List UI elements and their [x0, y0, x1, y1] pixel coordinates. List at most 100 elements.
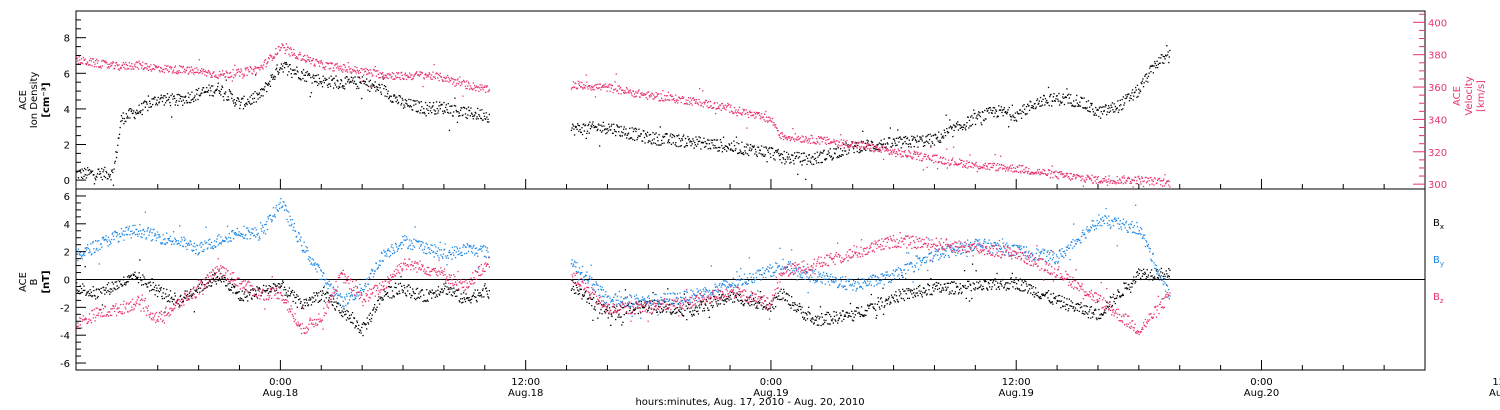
data-point — [1117, 289, 1119, 291]
data-point — [941, 289, 943, 291]
data-point — [976, 165, 978, 167]
data-point — [1160, 184, 1162, 186]
data-point — [101, 167, 103, 170]
data-point — [361, 80, 363, 82]
data-point — [652, 98, 654, 100]
data-point — [383, 77, 386, 79]
data-point — [1090, 102, 1092, 105]
data-point — [96, 288, 98, 290]
data-point — [1068, 308, 1070, 310]
data-point — [847, 316, 849, 318]
data-point — [871, 150, 873, 152]
data-point — [974, 123, 977, 126]
data-point — [1168, 61, 1170, 64]
data-point — [939, 157, 941, 159]
data-point — [1024, 289, 1026, 291]
data-point — [1076, 174, 1078, 176]
data-point — [273, 283, 275, 285]
data-point — [1077, 104, 1080, 106]
data-point — [769, 153, 771, 155]
data-point — [459, 301, 461, 303]
data-point — [1096, 177, 1099, 179]
data-point — [648, 95, 650, 97]
data-point — [1071, 305, 1073, 308]
data-point — [1057, 98, 1059, 100]
data-point — [1166, 45, 1168, 47]
data-point — [989, 286, 991, 288]
data-point — [716, 102, 719, 104]
data-point — [1016, 283, 1018, 285]
data-point — [738, 106, 741, 108]
data-point — [755, 151, 757, 153]
data-point — [401, 71, 403, 73]
data-point — [733, 112, 735, 114]
data-point — [579, 81, 581, 83]
data-point — [895, 151, 898, 153]
data-point — [1076, 303, 1078, 305]
data-point — [1130, 97, 1132, 100]
data-point — [250, 66, 252, 68]
data-point — [320, 60, 322, 62]
data-point — [719, 297, 721, 299]
data-point — [218, 74, 220, 76]
data-point — [224, 76, 226, 78]
data-point — [914, 139, 917, 141]
data-point — [692, 97, 695, 99]
data-point — [1016, 287, 1018, 289]
data-point — [689, 311, 692, 313]
data-point — [950, 126, 952, 128]
data-point — [1150, 179, 1153, 181]
data-point — [1095, 176, 1097, 178]
data-point — [753, 111, 755, 113]
data-point — [246, 103, 248, 106]
data-point — [747, 302, 749, 304]
data-point — [767, 121, 769, 123]
data-point — [711, 139, 714, 141]
data-point — [754, 148, 757, 151]
data-point — [148, 282, 150, 284]
data-point — [99, 65, 102, 67]
data-point — [158, 284, 160, 286]
data-point — [1011, 281, 1013, 283]
data-point — [168, 96, 170, 98]
data-point — [299, 78, 302, 80]
data-point — [1009, 167, 1011, 169]
data-point — [1070, 102, 1072, 104]
data-point — [1070, 179, 1072, 181]
data-point — [243, 293, 245, 295]
data-point — [476, 301, 478, 303]
data-point — [107, 289, 109, 292]
data-point — [351, 81, 353, 83]
data-point — [831, 320, 833, 322]
data-point — [1148, 180, 1150, 182]
data-point — [716, 303, 718, 305]
data-point — [1025, 280, 1027, 283]
data-point — [773, 152, 776, 154]
data-point — [404, 74, 406, 76]
data-point — [320, 81, 322, 83]
data-point — [1008, 106, 1010, 109]
data-point — [1128, 100, 1131, 102]
data-point — [1014, 117, 1016, 119]
data-point — [1030, 107, 1032, 109]
data-point — [1047, 169, 1050, 171]
data-point — [616, 124, 618, 126]
data-point — [242, 108, 245, 110]
data-point — [581, 87, 584, 89]
data-point — [1073, 310, 1075, 312]
data-point — [274, 76, 276, 78]
data-point — [444, 111, 446, 113]
data-point — [752, 115, 754, 117]
data-point — [199, 291, 201, 293]
data-point — [417, 74, 419, 76]
data-point — [209, 72, 211, 74]
data-point — [159, 71, 161, 73]
data-point — [905, 154, 907, 156]
data-point — [228, 288, 230, 290]
data-point — [955, 162, 957, 164]
data-point — [264, 290, 267, 292]
data-point — [1011, 116, 1013, 118]
data-point — [116, 285, 118, 287]
data-point — [623, 314, 625, 316]
data-point — [863, 314, 866, 316]
